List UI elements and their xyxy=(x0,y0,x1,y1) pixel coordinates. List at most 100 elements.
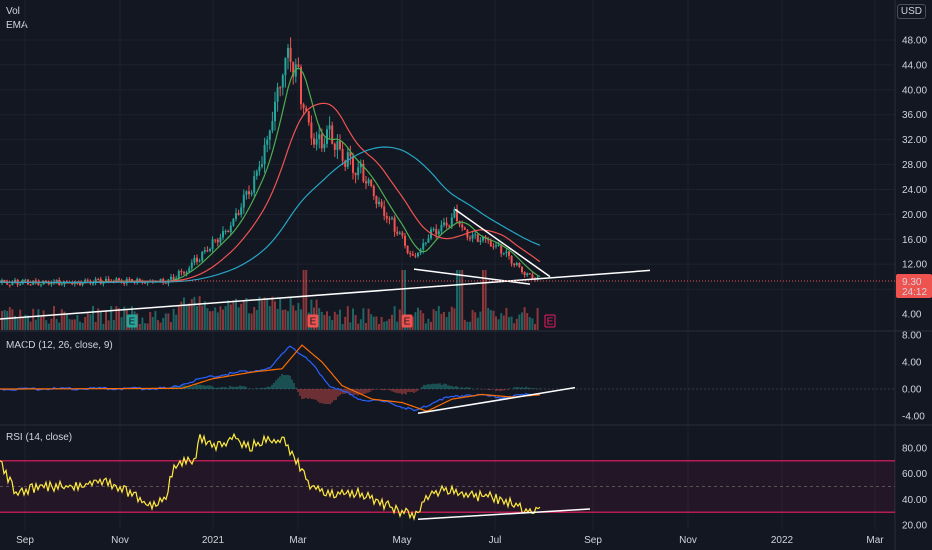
candle-body xyxy=(3,280,6,282)
volume-bar xyxy=(430,321,432,330)
volume-bar xyxy=(71,319,74,330)
volume-bar xyxy=(79,321,81,330)
volume-bar xyxy=(437,306,440,330)
volume-bar xyxy=(162,317,165,330)
candle-body xyxy=(274,101,276,122)
price-tick-label: 24.00 xyxy=(902,185,927,196)
volume-bar xyxy=(362,308,365,330)
candle-body xyxy=(81,282,84,286)
volume-bar xyxy=(294,310,297,330)
volume-bar xyxy=(118,308,120,330)
volume-bar xyxy=(73,319,76,330)
volume-bar xyxy=(105,310,107,330)
candle-body xyxy=(526,273,529,276)
volume-bar xyxy=(469,321,471,330)
candle-body xyxy=(409,253,412,255)
earnings-marker xyxy=(401,314,413,328)
candle-body xyxy=(261,164,263,167)
volume-bar xyxy=(370,314,373,330)
legend-ema: EMA xyxy=(6,20,28,31)
volume-bar xyxy=(456,270,458,330)
trendline-wedge-low xyxy=(413,268,531,285)
candle-body xyxy=(422,243,425,250)
volume-bar xyxy=(40,316,42,330)
trendlines xyxy=(0,208,895,320)
volume-bar xyxy=(37,309,40,330)
volume-bar xyxy=(177,306,180,330)
candle-body xyxy=(216,239,219,243)
candle-body xyxy=(513,263,516,266)
axes: 48.00 44.00 40.00 36.00 32.00 28.00 24.00 20.00… xyxy=(16,36,927,547)
volume-bar xyxy=(281,309,284,330)
volume-bar xyxy=(11,309,14,330)
volume-bar xyxy=(393,306,396,330)
candle-body xyxy=(393,217,396,232)
volume-bar xyxy=(185,304,188,330)
volume-bar xyxy=(266,297,269,330)
candle-body xyxy=(385,215,388,219)
volume-bar xyxy=(289,297,292,330)
candle-body xyxy=(248,191,250,195)
candle-body xyxy=(214,239,217,241)
candle-body xyxy=(380,201,383,207)
candle-body xyxy=(320,134,323,149)
candle-body xyxy=(240,207,243,215)
candle-body xyxy=(406,245,409,254)
candle-body xyxy=(276,87,279,102)
volume-bar xyxy=(60,309,63,330)
ema-slow-line xyxy=(0,146,541,283)
volume-bar xyxy=(258,296,261,330)
volume-bar xyxy=(443,311,445,330)
candle-body xyxy=(445,222,448,226)
candle-body xyxy=(523,272,526,276)
volume-bar xyxy=(515,318,518,330)
volume-bar xyxy=(292,305,295,330)
volume-bar xyxy=(284,309,287,330)
volume-bar xyxy=(6,310,9,330)
volume-bar xyxy=(112,319,115,330)
earnings-marker xyxy=(307,314,319,328)
volume-bar xyxy=(305,270,308,330)
volume-bar xyxy=(149,311,152,330)
volume-bar xyxy=(237,307,240,330)
volume-bar xyxy=(19,309,22,330)
volume-bar xyxy=(53,306,55,330)
rsi-panel-title: RSI (14, close) xyxy=(6,432,73,443)
candle-body xyxy=(469,237,471,239)
time-tick-label: Sep xyxy=(584,535,602,546)
volume-bar xyxy=(349,322,352,330)
volume-bar xyxy=(300,309,302,330)
candle-body xyxy=(367,179,370,184)
volume-bar xyxy=(89,314,92,330)
volume-bar xyxy=(435,311,438,330)
volume-bar xyxy=(471,309,474,330)
volume-bar xyxy=(482,270,484,330)
volume-bar xyxy=(154,310,157,330)
volume-bar xyxy=(484,270,487,330)
candle-body xyxy=(164,282,167,284)
candle-body xyxy=(8,284,11,286)
candle-body xyxy=(518,262,521,267)
volume-bar xyxy=(42,310,45,330)
currency-badge[interactable]: USD xyxy=(896,4,926,19)
candle-body xyxy=(227,231,230,233)
candle-body xyxy=(29,284,32,286)
candle-body xyxy=(318,134,321,139)
candle-body xyxy=(370,179,373,186)
rsi-tick-label: 60.00 xyxy=(902,469,927,480)
candle-body xyxy=(463,227,466,230)
volume-bar xyxy=(159,322,162,330)
candle-body xyxy=(357,167,360,176)
signal-line xyxy=(0,344,541,412)
candle-body xyxy=(235,213,237,219)
volume-bar xyxy=(505,307,508,330)
candle-body xyxy=(510,255,513,264)
candle-body xyxy=(435,229,438,235)
volume-bar xyxy=(448,311,451,330)
volume-bar xyxy=(372,316,375,330)
candle-body xyxy=(170,276,172,280)
volume-bar xyxy=(167,313,170,330)
volume-bar xyxy=(34,319,37,330)
